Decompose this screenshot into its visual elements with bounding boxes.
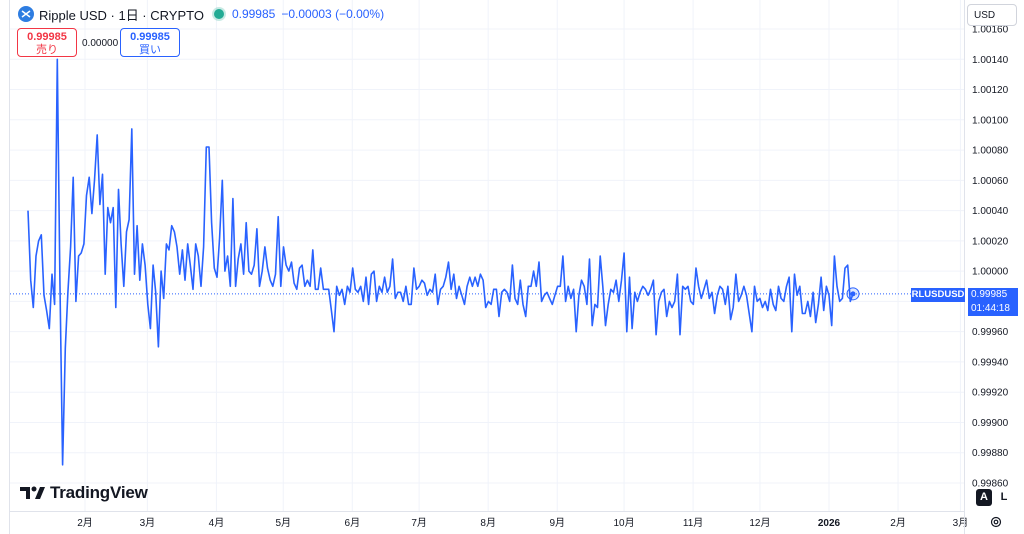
y-tick-label: 1.00100 [972, 115, 1009, 126]
tradingview-logo-icon [20, 486, 45, 499]
y-tick-label: 1.00080 [972, 146, 1009, 157]
settings-gear-icon[interactable] [989, 515, 1003, 529]
y-tick-label: 1.00120 [972, 85, 1009, 96]
sell-button[interactable]: 0.99985 売り [17, 28, 77, 57]
y-tick-label: 1.00040 [972, 206, 1009, 217]
buy-button[interactable]: 0.99985 買い [120, 28, 180, 57]
y-tick-label: 0.99920 [972, 388, 1009, 399]
y-tick-label: 1.00160 [972, 25, 1009, 36]
y-tick-label: 0.99880 [972, 448, 1009, 459]
y-tick-label: 1.00000 [972, 267, 1009, 278]
x-tick-label: 2月 [77, 517, 93, 529]
left-border [9, 0, 10, 534]
sell-label: 売り [36, 44, 58, 56]
x-tick-label: 8月 [480, 517, 496, 529]
sell-price: 0.99985 [27, 31, 67, 43]
x-tick-label: 4月 [209, 517, 225, 529]
price-change: −0.00003 (−0.00%) [281, 7, 385, 21]
x-tick-label: 2026 [818, 518, 841, 529]
buy-label: 買い [139, 44, 161, 56]
x-tick-label: 11月 [683, 517, 703, 529]
price-line [27, 58, 854, 466]
symbol-title[interactable]: Ripple USD · 1日 · CRYPTO [39, 7, 204, 23]
y-tick-label: 1.00060 [972, 176, 1009, 187]
x-tick-label: 10月 [614, 517, 635, 529]
x-tick-label: 12月 [749, 517, 770, 529]
x-tick-label: 3月 [953, 517, 969, 529]
log-scale-toggle[interactable]: L [1000, 491, 1008, 503]
y-tick-label: 0.99900 [972, 418, 1009, 429]
x-tick-label: 5月 [275, 517, 291, 529]
y-tick-label: 0.99860 [972, 479, 1009, 490]
watermark-text: TradingView [50, 483, 148, 502]
y-tick-label: 0.99960 [972, 327, 1009, 338]
x-tick-label: 9月 [549, 517, 565, 529]
auto-scale-toggle[interactable]: A [976, 489, 992, 506]
market-status-icon [213, 9, 224, 19]
symbol-header: Ripple USD · 1日 · CRYPTO 0.99985 −0.0000… [10, 2, 390, 26]
x-tick-label: 6月 [345, 517, 361, 529]
last-price-tag: 0.99985 01:44:18 [968, 288, 1018, 316]
y-tick-label: 0.99940 [972, 357, 1009, 368]
ripple-logo-icon [18, 6, 34, 22]
spread-value: 0.00000 [82, 38, 119, 49]
y-tick-label: 1.00020 [972, 236, 1009, 247]
symbol-price-tag: RLUSDUSD [911, 288, 965, 302]
x-tick-label: 3月 [140, 517, 156, 529]
last-price-tag-value: 0.99985 [971, 289, 1008, 300]
buy-price: 0.99985 [130, 31, 170, 43]
x-tick-label: 7月 [411, 517, 427, 529]
x-tick-label: 2月 [890, 517, 906, 529]
last-price: 0.99985 [231, 7, 276, 21]
last-price-marker [850, 291, 856, 297]
currency-select[interactable]: USD [967, 4, 1017, 26]
countdown-timer: 01:44:18 [971, 303, 1010, 314]
tradingview-watermark[interactable]: TradingView [20, 483, 148, 503]
y-tick-label: 1.00140 [972, 55, 1009, 66]
